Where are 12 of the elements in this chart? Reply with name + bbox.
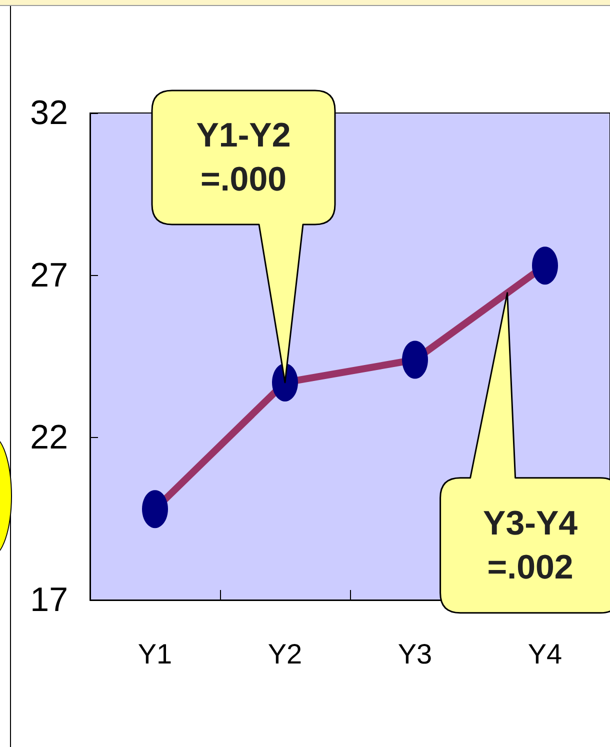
y-tick-label: 17 bbox=[30, 581, 68, 619]
annotation: Y1-Y2 =.000 bbox=[196, 116, 291, 198]
x-tick-label: Y2 bbox=[268, 638, 302, 670]
speech-bubble: Y3-Y4 =.002 bbox=[440, 292, 610, 614]
x-tick-label: Y4 bbox=[528, 638, 562, 670]
x-tick-label: Y3 bbox=[398, 638, 432, 670]
y-tick-label: 22 bbox=[30, 418, 68, 457]
annotation: Y3-Y4 =.002 bbox=[483, 504, 578, 586]
y-tick-label: 32 bbox=[30, 94, 68, 132]
speech-bubble: Y1-Y2 =.000 bbox=[151, 90, 336, 384]
x-tick-label: Y1 bbox=[138, 638, 172, 670]
y-tick-label: 27 bbox=[30, 256, 68, 294]
